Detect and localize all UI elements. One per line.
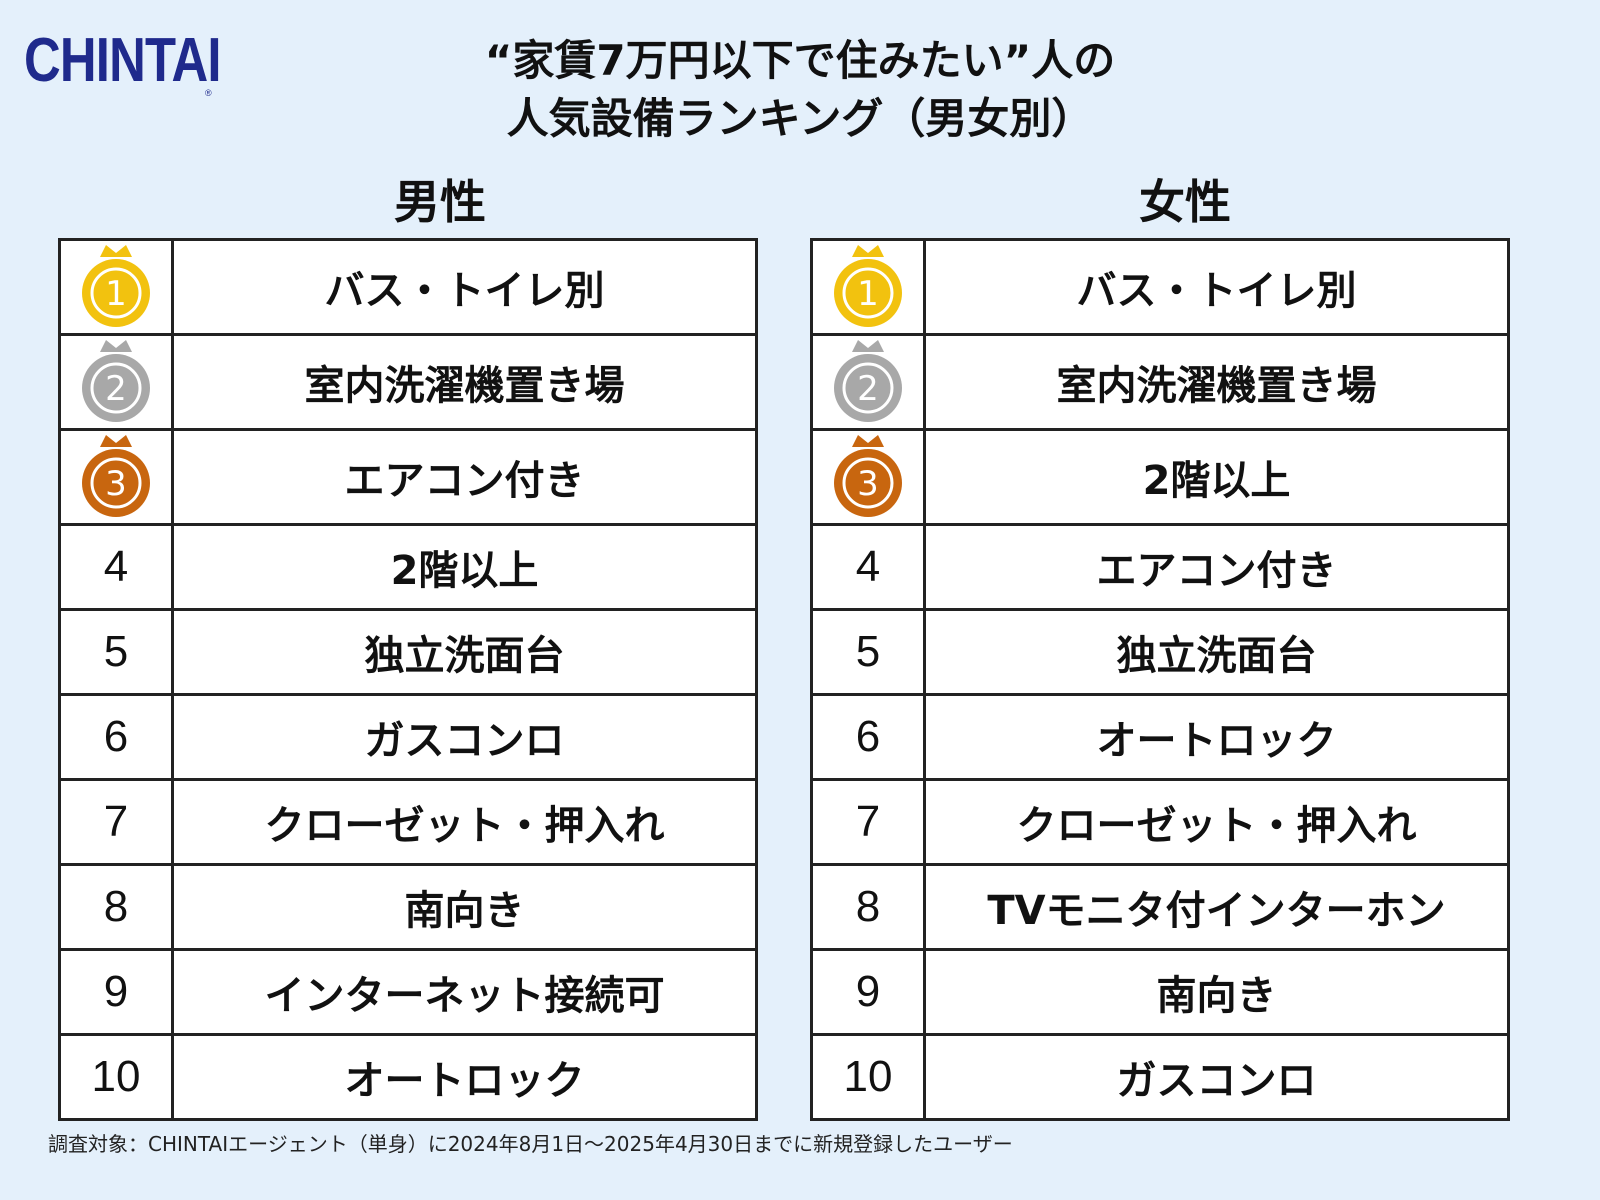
rank-number: 10 xyxy=(843,1052,893,1101)
amenity-name: 南向き xyxy=(171,863,758,951)
rank-cell: 1 xyxy=(58,238,174,336)
title-line-2: 人気設備ランキング（男女別） xyxy=(506,94,1094,143)
amenity-name: 2階以上 xyxy=(923,428,1510,526)
rank-number: 4 xyxy=(103,542,129,591)
rank-cell: 4 xyxy=(58,523,174,611)
table-row: 1 バス・トイレ別 xyxy=(58,238,758,336)
rank-number: 7 xyxy=(855,797,881,846)
medal-rank-number: 2 xyxy=(857,369,879,409)
amenity-name: ガスコンロ xyxy=(171,693,758,781)
rank-cell: 8 xyxy=(58,863,174,951)
men-heading: 男性 xyxy=(394,175,486,229)
page-title: “家賃7万円以下で住みたい”人の 人気設備ランキング（男女別） xyxy=(300,32,1300,148)
rank-number: 6 xyxy=(855,712,881,761)
amenity-name: 室内洗濯機置き場 xyxy=(171,333,758,431)
amenity-name: TVモニタ付インターホン xyxy=(923,863,1510,951)
table-row: 1 バス・トイレ別 xyxy=(810,238,1510,336)
rank-cell: 7 xyxy=(58,778,174,866)
table-row: 3 2階以上 xyxy=(810,428,1510,526)
rank-cell: 3 xyxy=(58,428,174,526)
chintai-logo: CHINTAI xyxy=(24,26,221,95)
medal-rank-number: 2 xyxy=(105,369,127,409)
rank-cell: 3 xyxy=(810,428,926,526)
table-row: 3 エアコン付き xyxy=(58,428,758,526)
rank-cell: 7 xyxy=(810,778,926,866)
bronze-medal-icon: 3 xyxy=(82,435,150,517)
table-row: 10 ガスコンロ xyxy=(810,1033,1510,1121)
rank-cell: 6 xyxy=(58,693,174,781)
amenity-name: 南向き xyxy=(923,948,1510,1036)
rank-cell: 8 xyxy=(810,863,926,951)
rank-cell: 10 xyxy=(58,1033,174,1121)
rank-number: 6 xyxy=(103,712,129,761)
table-row: 2 室内洗濯機置き場 xyxy=(58,333,758,431)
rank-number: 8 xyxy=(103,882,129,931)
table-row: 9 インターネット接続可 xyxy=(58,948,758,1036)
rank-cell: 1 xyxy=(810,238,926,336)
medal-rank-number: 3 xyxy=(857,464,879,504)
table-row: 8 TVモニタ付インターホン xyxy=(810,863,1510,951)
rank-number: 9 xyxy=(103,967,129,1016)
table-row: 9 南向き xyxy=(810,948,1510,1036)
rank-cell: 6 xyxy=(810,693,926,781)
silver-medal-icon: 2 xyxy=(834,340,902,422)
men-ranking-table: 1 バス・トイレ別 2 室内洗濯機置き場 3 エアコン付き 4 2階以上 5 独立洗面台 6 ガスコン… xyxy=(58,238,758,1121)
amenity-name: バス・トイレ別 xyxy=(171,238,758,336)
amenity-name: 2階以上 xyxy=(171,523,758,611)
table-row: 7 クローゼット・押入れ xyxy=(810,778,1510,866)
table-row: 6 ガスコンロ xyxy=(58,693,758,781)
medal-rank-number: 1 xyxy=(857,274,879,314)
amenity-name: 独立洗面台 xyxy=(171,608,758,696)
table-row: 7 クローゼット・押入れ xyxy=(58,778,758,866)
amenity-name: 室内洗濯機置き場 xyxy=(923,333,1510,431)
rank-cell: 9 xyxy=(58,948,174,1036)
amenity-name: エアコン付き xyxy=(171,428,758,526)
gold-medal-icon: 1 xyxy=(834,245,902,327)
rank-cell: 9 xyxy=(810,948,926,1036)
table-row: 8 南向き xyxy=(58,863,758,951)
title-line-1: “家賃7万円以下で住みたい”人の xyxy=(484,36,1116,85)
rank-number: 4 xyxy=(855,542,881,591)
rank-cell: 4 xyxy=(810,523,926,611)
rank-number: 9 xyxy=(855,967,881,1016)
silver-medal-icon: 2 xyxy=(82,340,150,422)
medal-rank-number: 1 xyxy=(105,274,127,314)
rank-number: 5 xyxy=(103,627,129,676)
rank-number: 5 xyxy=(855,627,881,676)
table-row: 2 室内洗濯機置き場 xyxy=(810,333,1510,431)
rank-cell: 5 xyxy=(810,608,926,696)
amenity-name: 独立洗面台 xyxy=(923,608,1510,696)
rank-number: 10 xyxy=(91,1052,141,1101)
rank-cell: 5 xyxy=(58,608,174,696)
amenity-name: オートロック xyxy=(923,693,1510,781)
table-row: 5 独立洗面台 xyxy=(810,608,1510,696)
women-ranking-table: 1 バス・トイレ別 2 室内洗濯機置き場 3 2階以上 4 エアコン付き 5 独立洗面台 6 オートロ… xyxy=(810,238,1510,1121)
gold-medal-icon: 1 xyxy=(82,245,150,327)
amenity-name: クローゼット・押入れ xyxy=(171,778,758,866)
survey-footnote: 調査対象：CHINTAIエージェント（単身）に2024年8月1日〜2025年4月… xyxy=(48,1132,1013,1156)
bronze-medal-icon: 3 xyxy=(834,435,902,517)
rank-number: 8 xyxy=(855,882,881,931)
medal-rank-number: 3 xyxy=(105,464,127,504)
table-row: 5 独立洗面台 xyxy=(58,608,758,696)
amenity-name: クローゼット・押入れ xyxy=(923,778,1510,866)
amenity-name: バス・トイレ別 xyxy=(923,238,1510,336)
amenity-name: ガスコンロ xyxy=(923,1033,1510,1121)
women-heading: 女性 xyxy=(1139,175,1231,229)
amenity-name: エアコン付き xyxy=(923,523,1510,611)
amenity-name: オートロック xyxy=(171,1033,758,1121)
rank-cell: 2 xyxy=(810,333,926,431)
rank-cell: 10 xyxy=(810,1033,926,1121)
table-row: 4 エアコン付き xyxy=(810,523,1510,611)
amenity-name: インターネット接続可 xyxy=(171,948,758,1036)
rank-number: 7 xyxy=(103,797,129,846)
registered-mark: ® xyxy=(205,88,212,98)
table-row: 4 2階以上 xyxy=(58,523,758,611)
table-row: 10 オートロック xyxy=(58,1033,758,1121)
table-row: 6 オートロック xyxy=(810,693,1510,781)
rank-cell: 2 xyxy=(58,333,174,431)
